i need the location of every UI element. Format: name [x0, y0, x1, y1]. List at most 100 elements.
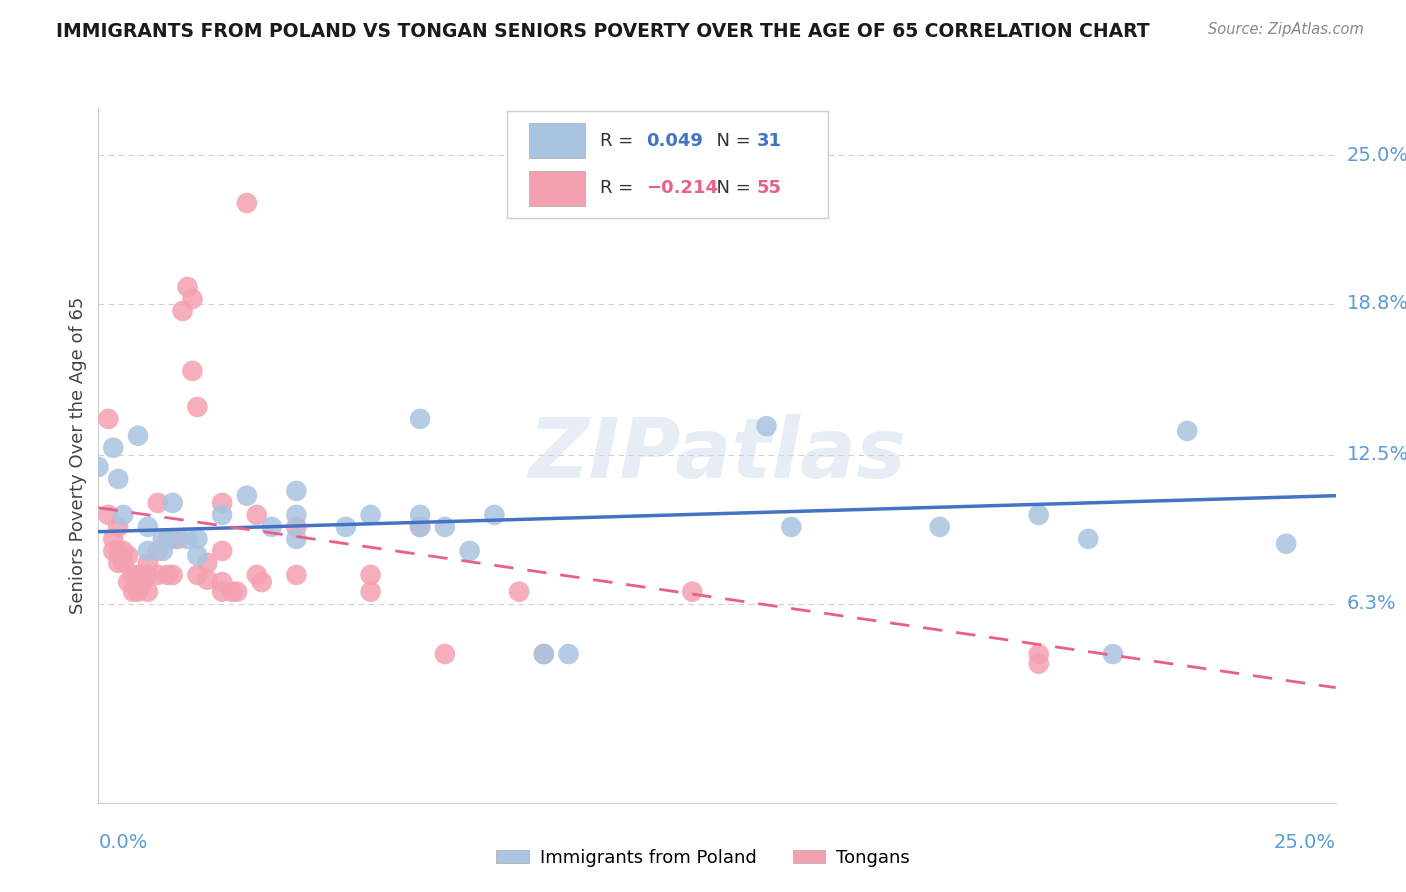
- Point: [107, 472, 129, 486]
- Point: [156, 532, 179, 546]
- Point: [166, 532, 188, 546]
- Point: [409, 520, 432, 534]
- Point: [360, 567, 382, 582]
- Point: [236, 489, 259, 503]
- Point: [260, 520, 283, 534]
- Point: [186, 567, 208, 582]
- FancyBboxPatch shape: [529, 170, 585, 205]
- Point: [285, 567, 308, 582]
- Point: [107, 544, 129, 558]
- Text: R =: R =: [599, 132, 638, 150]
- Point: [409, 508, 432, 522]
- Point: [195, 556, 218, 570]
- Point: [250, 575, 273, 590]
- Text: N =: N =: [704, 179, 756, 197]
- Legend: Immigrants from Poland, Tongans: Immigrants from Poland, Tongans: [489, 842, 917, 874]
- Point: [176, 280, 198, 294]
- Point: [186, 400, 208, 414]
- Point: [112, 556, 135, 570]
- Point: [246, 567, 269, 582]
- Text: IMMIGRANTS FROM POLAND VS TONGAN SENIORS POVERTY OVER THE AGE OF 65 CORRELATION : IMMIGRANTS FROM POLAND VS TONGAN SENIORS…: [56, 22, 1150, 41]
- Point: [211, 496, 233, 510]
- Point: [360, 584, 382, 599]
- Point: [221, 584, 243, 599]
- Point: [211, 508, 233, 522]
- Point: [97, 412, 120, 426]
- Point: [285, 520, 308, 534]
- Point: [681, 584, 703, 599]
- Point: [755, 419, 778, 434]
- Point: [103, 544, 125, 558]
- Point: [533, 647, 555, 661]
- Point: [433, 520, 456, 534]
- Point: [211, 584, 233, 599]
- Text: 0.0%: 0.0%: [98, 833, 148, 853]
- Point: [152, 532, 174, 546]
- Point: [117, 575, 139, 590]
- Point: [360, 508, 382, 522]
- Point: [433, 647, 456, 661]
- Point: [172, 304, 194, 318]
- Text: 18.8%: 18.8%: [1347, 294, 1406, 313]
- Text: 55: 55: [756, 179, 782, 197]
- Point: [112, 508, 135, 522]
- Point: [1028, 508, 1050, 522]
- Point: [285, 508, 308, 522]
- Point: [103, 532, 125, 546]
- Text: 31: 31: [756, 132, 782, 150]
- Point: [186, 532, 208, 546]
- Point: [409, 520, 432, 534]
- Point: [87, 459, 110, 474]
- Text: 25.0%: 25.0%: [1347, 145, 1406, 164]
- Text: 12.5%: 12.5%: [1347, 445, 1406, 465]
- Point: [176, 532, 198, 546]
- Point: [146, 567, 169, 582]
- Text: R =: R =: [599, 179, 638, 197]
- Point: [136, 556, 159, 570]
- Point: [1028, 647, 1050, 661]
- Text: Source: ZipAtlas.com: Source: ZipAtlas.com: [1208, 22, 1364, 37]
- Point: [1028, 657, 1050, 671]
- Point: [458, 544, 481, 558]
- Text: ZIPatlas: ZIPatlas: [529, 415, 905, 495]
- Point: [117, 549, 139, 563]
- Point: [127, 584, 149, 599]
- Point: [186, 549, 208, 563]
- Text: 6.3%: 6.3%: [1347, 594, 1396, 613]
- Text: N =: N =: [704, 132, 756, 150]
- Point: [136, 544, 159, 558]
- Point: [156, 567, 179, 582]
- Point: [236, 196, 259, 211]
- Point: [780, 520, 803, 534]
- Point: [146, 544, 169, 558]
- Point: [335, 520, 357, 534]
- Point: [97, 508, 120, 522]
- Point: [132, 575, 155, 590]
- FancyBboxPatch shape: [529, 123, 585, 158]
- Point: [246, 508, 269, 522]
- Point: [136, 584, 159, 599]
- Point: [103, 441, 125, 455]
- Point: [557, 647, 579, 661]
- Text: 0.049: 0.049: [647, 132, 703, 150]
- Point: [508, 584, 530, 599]
- Point: [112, 544, 135, 558]
- Text: 25.0%: 25.0%: [1274, 833, 1336, 853]
- Point: [226, 584, 249, 599]
- FancyBboxPatch shape: [506, 111, 828, 219]
- Point: [928, 520, 950, 534]
- Point: [181, 292, 204, 306]
- Y-axis label: Seniors Poverty Over the Age of 65: Seniors Poverty Over the Age of 65: [69, 296, 87, 614]
- Point: [211, 544, 233, 558]
- Point: [162, 567, 184, 582]
- Point: [195, 573, 218, 587]
- Point: [162, 532, 184, 546]
- Point: [1175, 424, 1198, 438]
- Point: [181, 364, 204, 378]
- Point: [122, 584, 145, 599]
- Point: [1275, 537, 1298, 551]
- Point: [1077, 532, 1099, 546]
- Point: [136, 520, 159, 534]
- Point: [162, 496, 184, 510]
- Point: [152, 544, 174, 558]
